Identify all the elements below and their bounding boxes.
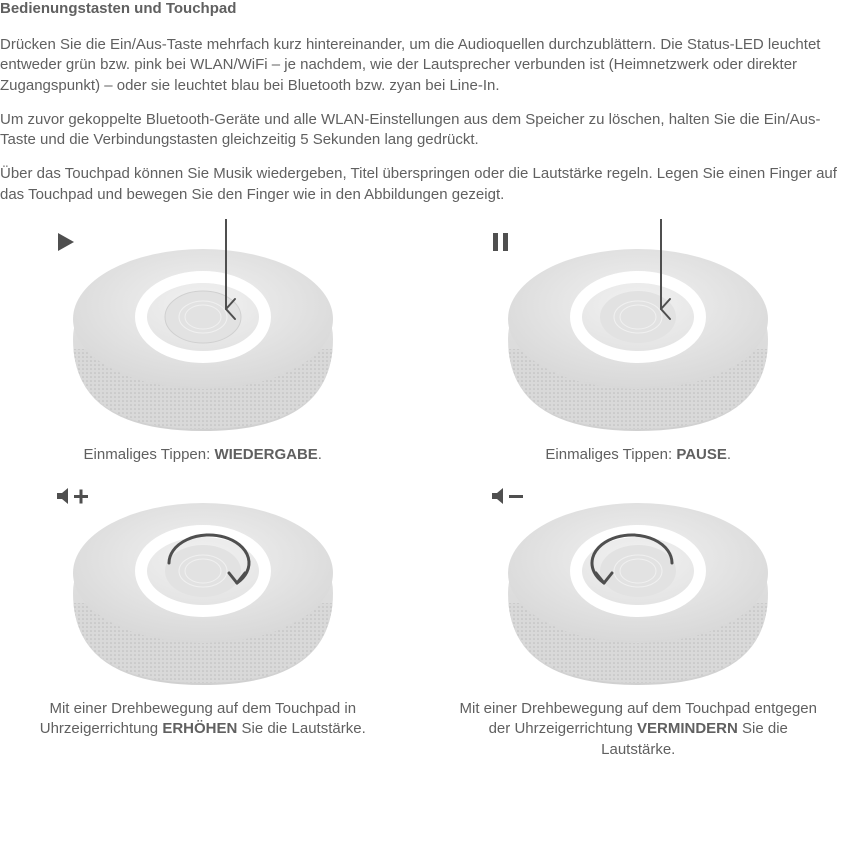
paragraph-2: Um zuvor gekoppelte Bluetooth-Geräte und…	[0, 110, 841, 151]
caption-pause-pre: Einmaliges Tippen:	[545, 446, 676, 463]
caption-volup-bold: ERHÖHEN	[162, 720, 237, 737]
pause-icon	[490, 231, 512, 253]
volume-down-icon	[490, 485, 530, 507]
caption-play-bold: WIEDERGABE	[214, 446, 317, 463]
page-heading: Bedienungstasten und Touchpad	[0, 0, 841, 17]
cell-volume-up: Mit einer Drehbewegung auf dem Touchpad …	[0, 473, 406, 760]
caption-volume-down: Mit einer Drehbewegung auf dem Touchpad …	[458, 699, 818, 760]
volume-up-icon	[55, 485, 95, 507]
caption-pause: Einmaliges Tippen: PAUSE.	[545, 445, 731, 465]
caption-pause-post: .	[727, 446, 731, 463]
paragraph-1: Drücken Sie die Ein/Aus-Taste mehrfach k…	[0, 35, 841, 96]
caption-play-post: .	[318, 446, 322, 463]
caption-volume-up: Mit einer Drehbewegung auf dem Touchpad …	[23, 699, 383, 740]
caption-play: Einmaliges Tippen: WIEDERGABE.	[84, 445, 322, 465]
cell-pause: Einmaliges Tippen: PAUSE.	[436, 219, 841, 465]
cell-play: Einmaliges Tippen: WIEDERGABE.	[0, 219, 406, 465]
gesture-grid: Einmaliges Tippen: WIEDERGABE.	[0, 219, 841, 760]
caption-voldn-bold: VERMINDERN	[637, 720, 738, 737]
cell-volume-down: Mit einer Drehbewegung auf dem Touchpad …	[436, 473, 841, 760]
paragraph-3: Über das Touchpad können Sie Musik wiede…	[0, 164, 841, 205]
caption-pause-bold: PAUSE	[676, 446, 727, 463]
play-icon	[55, 231, 77, 253]
caption-volup-post: Sie die Lautstärke.	[237, 720, 365, 737]
caption-play-pre: Einmaliges Tippen:	[84, 446, 215, 463]
